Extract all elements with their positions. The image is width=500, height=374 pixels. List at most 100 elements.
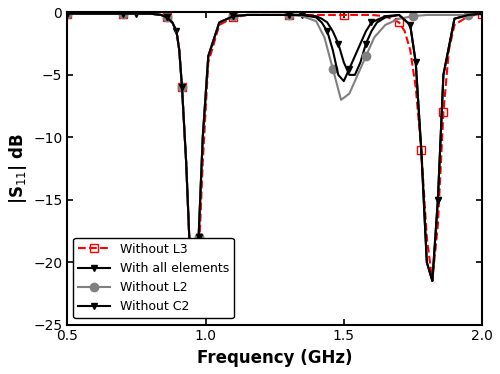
With all elements	[230, 14, 236, 18]
Without L3	[106, 12, 112, 16]
Without C2	[200, 135, 206, 140]
Without L3	[120, 12, 126, 16]
With all elements	[106, 12, 112, 16]
With all elements	[407, 23, 413, 27]
Without C2	[382, 14, 388, 18]
With all elements	[92, 12, 98, 16]
Without L3	[164, 15, 170, 20]
Without L3	[440, 110, 446, 114]
With all elements	[418, 148, 424, 152]
With all elements	[158, 13, 164, 17]
Without L3	[435, 223, 441, 227]
Without L2	[206, 54, 212, 58]
With all elements	[258, 13, 264, 17]
Without L3	[412, 85, 418, 90]
Without L2	[64, 12, 70, 16]
Without L3	[183, 160, 189, 165]
Without L3	[272, 13, 278, 17]
Without L3	[200, 160, 206, 165]
Without L2	[338, 98, 344, 102]
Without L2	[300, 14, 306, 18]
Without L3	[479, 12, 485, 16]
Without L3	[424, 235, 430, 239]
Without C2	[192, 279, 198, 283]
Without L2	[192, 279, 198, 283]
Without L2	[272, 13, 278, 17]
Without C2	[286, 13, 292, 17]
With all elements	[396, 13, 402, 17]
Without L3	[396, 20, 402, 25]
Without C2	[244, 13, 250, 17]
Without L2	[382, 23, 388, 27]
Without C2	[346, 67, 352, 71]
Without C2	[435, 197, 441, 202]
Without C2	[106, 12, 112, 16]
Without L2	[424, 13, 430, 17]
Without C2	[120, 12, 126, 16]
Without L3	[402, 29, 407, 33]
Without L3	[174, 29, 180, 33]
Line: Without L3: Without L3	[63, 9, 486, 298]
With all elements	[179, 85, 185, 90]
Without L2	[363, 54, 369, 58]
Without L3	[341, 13, 347, 17]
Without L3	[78, 12, 84, 16]
Without L3	[286, 13, 292, 17]
Without L3	[196, 260, 202, 264]
With all elements	[358, 60, 364, 65]
Without L2	[258, 13, 264, 17]
With all elements	[147, 12, 153, 16]
Without C2	[300, 13, 306, 17]
Line: Without L2: Without L2	[63, 9, 486, 285]
Without L2	[244, 13, 250, 17]
Without L3	[258, 13, 264, 17]
With all elements	[313, 14, 319, 18]
Without L2	[188, 260, 194, 264]
Without L3	[418, 148, 424, 152]
With all elements	[188, 260, 194, 264]
Without L2	[410, 14, 416, 18]
With all elements	[200, 135, 206, 140]
Line: Without C2: Without C2	[64, 10, 486, 284]
Without L2	[452, 13, 458, 17]
Without C2	[479, 12, 485, 16]
Without L2	[78, 12, 84, 16]
Without C2	[147, 12, 153, 16]
Without L2	[147, 12, 153, 16]
With all elements	[374, 20, 380, 25]
With all elements	[466, 13, 471, 17]
With all elements	[120, 12, 126, 16]
Without L3	[446, 47, 452, 52]
Without C2	[418, 148, 424, 152]
Without L2	[183, 160, 189, 165]
Without C2	[78, 12, 84, 16]
Without L3	[466, 14, 471, 18]
Without L2	[179, 85, 185, 90]
Without C2	[424, 260, 430, 264]
Without L3	[300, 13, 306, 17]
Without L2	[354, 73, 360, 77]
Without L2	[313, 19, 319, 24]
Y-axis label: |S$_{11}$| dB: |S$_{11}$| dB	[7, 133, 29, 204]
Without C2	[396, 13, 402, 17]
Without L3	[134, 12, 140, 16]
Without C2	[176, 47, 182, 52]
Without L3	[188, 260, 194, 264]
Without L3	[244, 13, 250, 17]
With all elements	[382, 15, 388, 20]
Without L3	[430, 279, 436, 283]
With all elements	[170, 20, 175, 25]
Without L3	[192, 291, 198, 296]
With all elements	[346, 73, 352, 77]
With all elements	[174, 29, 180, 33]
Without L3	[64, 12, 70, 16]
Without L2	[196, 235, 202, 239]
Without C2	[134, 12, 140, 16]
Without L2	[330, 67, 336, 71]
Without L3	[179, 85, 185, 90]
With all elements	[318, 16, 324, 21]
With all elements	[336, 42, 342, 46]
Without C2	[412, 60, 418, 65]
With all elements	[440, 73, 446, 77]
Without C2	[64, 12, 70, 16]
